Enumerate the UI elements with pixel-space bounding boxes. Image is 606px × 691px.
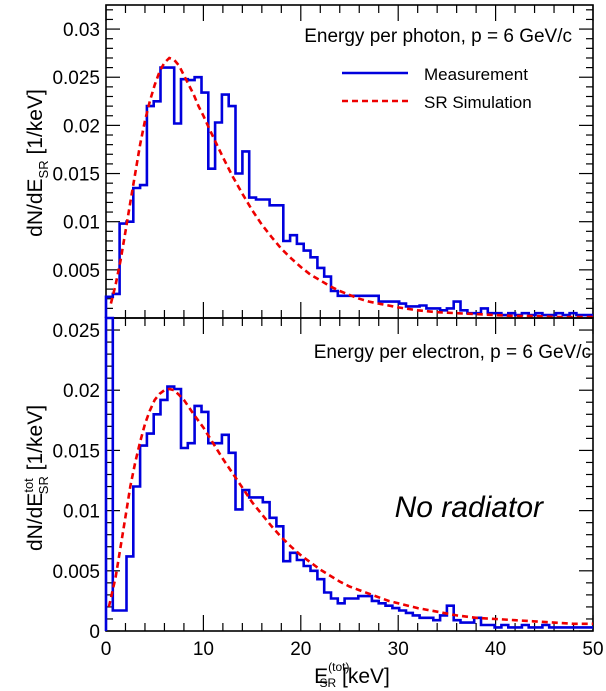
top-plot-frame <box>105 4 594 319</box>
top-ytick-label: 0.03 <box>63 20 100 41</box>
xlabel-unit: [keV] <box>336 665 390 688</box>
bottom-y-axis-label: dN/dEtotSR [1/keV] <box>21 405 51 551</box>
top-ylabel-unit: [1/keV] <box>24 89 47 160</box>
xtick-label: 0 <box>101 639 112 660</box>
bottom-ytick-label: 0.015 <box>52 441 100 462</box>
top-ytick-label: 0.005 <box>52 261 100 282</box>
bottom-plot-frame <box>105 317 594 632</box>
bottom-annotation: Energy per electron, p = 6 GeV/c <box>314 342 591 363</box>
bottom-simulation-curve <box>107 387 593 626</box>
top-measurement-histogram <box>104 66 593 318</box>
bottom-ytick-label: 0.02 <box>63 381 100 402</box>
top-ytick-label: 0.015 <box>52 165 100 186</box>
bottom-ylabel-main: dN/dE <box>24 493 47 551</box>
legend-measurement-label: Measurement <box>424 65 528 84</box>
bottom-ylabel-sub: SR <box>36 476 51 494</box>
bottom-ytick-label: 0.01 <box>63 502 100 523</box>
xlabel-main: E <box>314 665 328 688</box>
no-radiator-annotation: No radiator <box>395 491 544 524</box>
xlabel-sub: SR <box>319 676 336 690</box>
top-panel: 0.005 0.01 0.015 0.02 0.025 0.03 Energy per p… <box>24 4 594 319</box>
xtick-label: 40 <box>485 639 506 660</box>
top-ytick-label: 0.02 <box>63 116 100 137</box>
xtick-label: 10 <box>193 639 214 660</box>
top-axis-ticks: 0.005 0.01 0.015 0.02 0.025 0.03 <box>52 5 594 319</box>
bottom-ytick-label: 0.005 <box>52 562 100 583</box>
bottom-ylabel-unit: [1/keV] <box>24 405 47 476</box>
xtick-label: 30 <box>388 639 409 660</box>
bottom-series-group <box>104 316 593 631</box>
legend-simulation-label: SR Simulation <box>424 93 532 112</box>
top-ylabel-sub: SR <box>36 160 51 178</box>
top-y-axis-label: dN/dESR [1/keV] <box>24 89 51 237</box>
top-ytick-label: 0.025 <box>52 68 100 89</box>
top-ylabel-main: dN/dE <box>24 178 47 236</box>
top-series-group <box>104 56 593 319</box>
xtick-label: 20 <box>290 639 311 660</box>
bottom-ytick-label: 0 <box>89 622 100 643</box>
bottom-ytick-label: 0.025 <box>52 321 100 342</box>
bottom-ylabel-sup: tot <box>21 478 36 493</box>
top-ytick-label: 0.01 <box>63 213 100 234</box>
x-axis-label: E(tot) SR [keV] <box>314 660 390 690</box>
legend: Measurement SR Simulation <box>342 65 532 112</box>
bottom-axis-ticks: 0 0.005 0.01 0.015 0.02 0.025 0 10 20 30 40 50 <box>52 317 604 660</box>
top-annotation: Energy per photon, p = 6 GeV/c <box>304 26 572 47</box>
bottom-measurement-histogram <box>104 316 593 631</box>
xlabel-sup: (tot) <box>328 660 349 674</box>
bottom-panel: 0 0.005 0.01 0.015 0.02 0.025 0 10 20 30 40 50 Ener… <box>21 316 604 690</box>
xtick-label: 50 <box>582 639 603 660</box>
